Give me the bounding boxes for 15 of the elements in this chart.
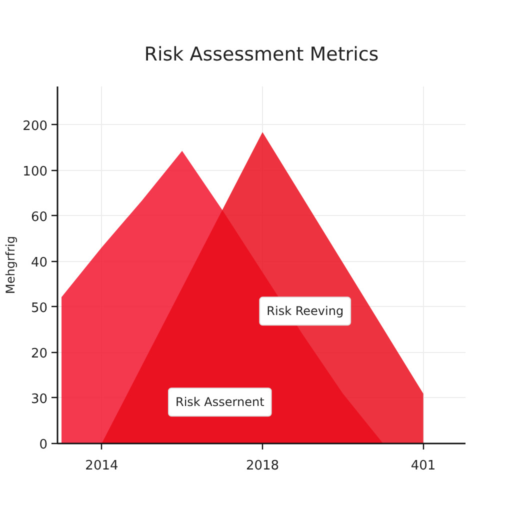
x-tick-label: 2018	[246, 458, 280, 474]
annotation: Risk Reeving	[266, 304, 344, 318]
y-axis-title: Mehgrfrig	[4, 236, 18, 294]
x-tick-label: 401	[410, 458, 436, 474]
text: 20	[30, 346, 48, 362]
text: 200	[22, 118, 48, 134]
x-tick-label: 2014	[85, 458, 118, 474]
text: 100	[22, 164, 48, 180]
text: 40	[30, 255, 48, 270]
text: 60	[30, 210, 48, 225]
text: 30	[30, 392, 48, 407]
chart-title: Risk Assessment Metrics	[144, 44, 379, 66]
text: 50	[30, 300, 48, 316]
text: 0	[39, 438, 48, 452]
annotation: Risk Assernent	[175, 395, 265, 410]
